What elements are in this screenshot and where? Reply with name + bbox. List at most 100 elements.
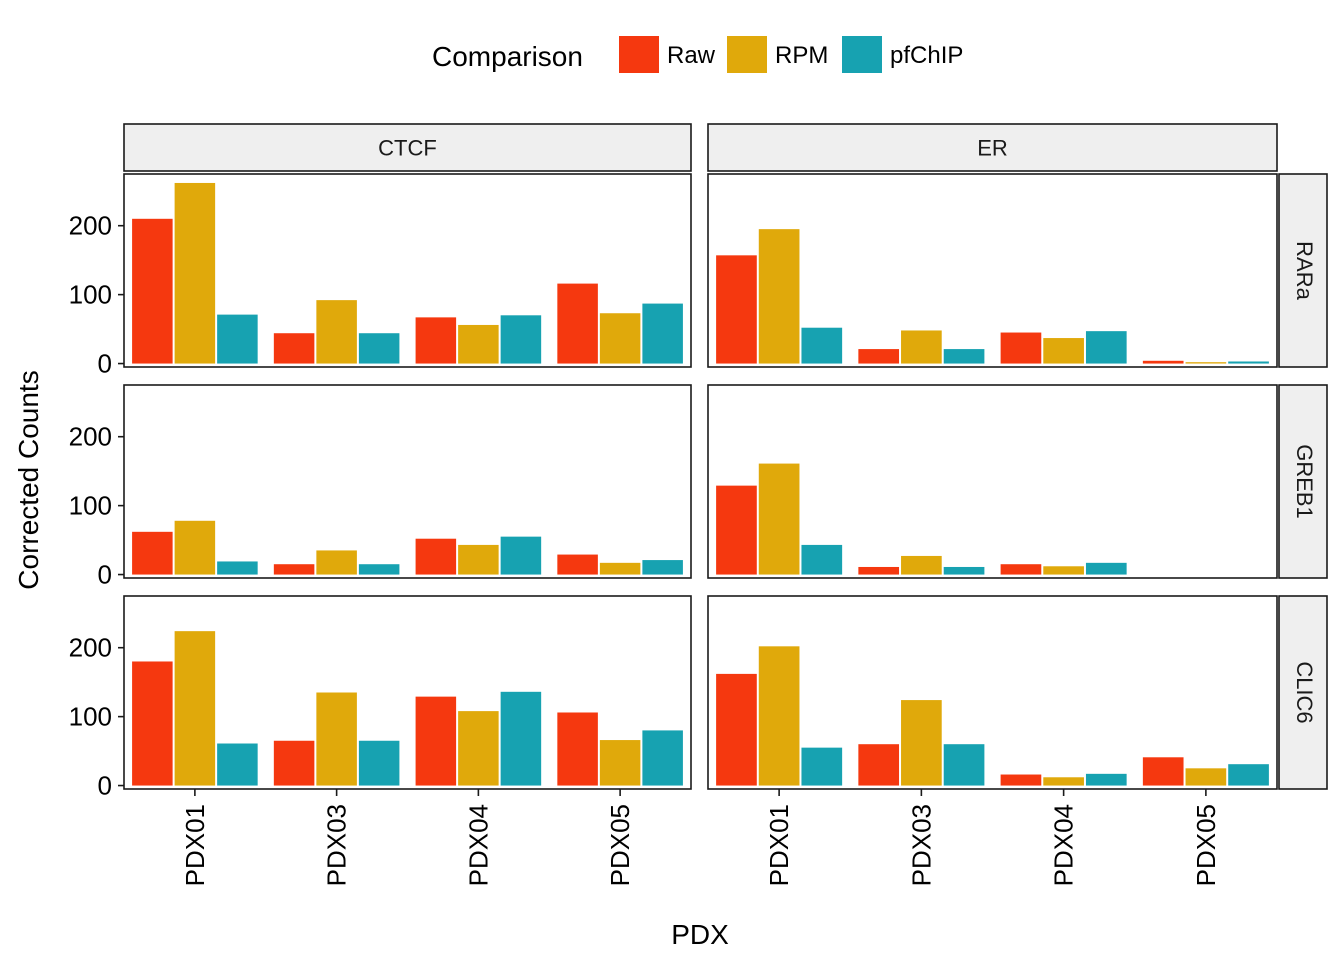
bar-pfchip-pdx04 <box>500 691 542 786</box>
bar-raw-pdx04 <box>1000 332 1042 364</box>
x-tick-label-pdx04: PDX04 <box>1049 804 1079 886</box>
x-axis-title: PDX <box>671 919 729 950</box>
legend-swatch-pfchip <box>842 36 882 73</box>
strip-label-ctcf: CTCF <box>378 136 437 161</box>
bar-pfchip-pdx01 <box>217 314 258 364</box>
panel-ctcf-clic6 <box>123 595 692 790</box>
column-strips: CTCF ER <box>123 123 1278 172</box>
bar-pfchip-pdx01 <box>801 747 843 786</box>
row-strips: RARa GREB1 CLIC6 <box>1278 173 1328 790</box>
bar-rpm-pdx03 <box>316 300 357 364</box>
strip-greb1 <box>1278 384 1328 579</box>
bar-pfchip-pdx03 <box>358 333 400 364</box>
bar-rpm-pdx01 <box>758 229 800 364</box>
x-tick-label-pdx01: PDX01 <box>180 804 210 886</box>
bar-rpm-pdx04 <box>1043 566 1084 575</box>
bar-raw-pdx03 <box>858 566 900 575</box>
strip-clic6 <box>1278 595 1328 790</box>
bar-rpm-pdx03 <box>901 330 942 364</box>
bar-rpm-pdx01 <box>174 520 216 575</box>
bar-raw-pdx05 <box>1142 360 1184 364</box>
bar-rpm-pdx01 <box>758 463 800 575</box>
panel-border <box>123 595 692 790</box>
legend-swatch-rpm <box>727 36 767 73</box>
strip-label-rara: RARa <box>1292 241 1317 300</box>
bar-pfchip-pdx01 <box>801 544 843 575</box>
bar-pfchip-pdx03 <box>943 566 985 575</box>
bar-pfchip-pdx01 <box>217 561 258 575</box>
panel-border <box>707 173 1278 368</box>
y-axis-title: Corrected Counts <box>13 370 44 589</box>
strip-label-greb1: GREB1 <box>1292 444 1317 519</box>
panel-background <box>124 385 691 578</box>
x-tick-label-pdx01: PDX01 <box>764 804 794 886</box>
y-tick-label: 0 <box>98 771 112 801</box>
bar-raw-pdx01 <box>716 485 757 575</box>
bar-pfchip-pdx04 <box>500 315 542 364</box>
bar-rpm-pdx05 <box>599 740 641 786</box>
bar-rpm-pdx04 <box>458 324 499 364</box>
bar-raw-pdx01 <box>132 218 173 364</box>
bar-raw-pdx05 <box>1142 757 1184 786</box>
strip-label-er: ER <box>977 136 1008 161</box>
bar-rpm-pdx03 <box>901 700 942 786</box>
x-tick-label-pdx03: PDX03 <box>906 804 936 886</box>
legend-label-pfchip: pfChIP <box>890 42 963 69</box>
y-axis-greb1: 0 100 200 <box>69 422 124 590</box>
bar-rpm-pdx03 <box>316 550 357 575</box>
y-axes: 0 100 200 0 100 200 0 100 200 <box>69 211 124 801</box>
legend-label-rpm: RPM <box>775 42 828 69</box>
bar-rpm-pdx01 <box>174 631 216 786</box>
bar-rpm-pdx05 <box>599 313 641 364</box>
bar-raw-pdx01 <box>132 661 173 786</box>
x-axes: PDX01 PDX03 PDX04 PDX05 PDX01 PDX03 PDX04 PDX05 <box>180 789 1221 886</box>
panels <box>123 173 1278 790</box>
panel-er-rara <box>707 173 1278 368</box>
legend-title: Comparison <box>432 41 583 72</box>
panel-border <box>707 595 1278 790</box>
x-axis-ctcf: PDX01 PDX03 PDX04 PDX05 <box>180 789 635 886</box>
bar-pfchip-pdx05 <box>642 730 683 786</box>
panel-ctcf-rara <box>123 173 692 368</box>
bar-pfchip-pdx01 <box>801 327 843 364</box>
strip-label-clic6: CLIC6 <box>1292 661 1317 723</box>
legend-swatch-raw <box>619 36 659 73</box>
bar-pfchip-pdx01 <box>217 743 258 786</box>
x-tick-label-pdx05: PDX05 <box>1191 804 1221 886</box>
bar-raw-pdx05 <box>557 712 598 786</box>
bar-raw-pdx04 <box>415 696 457 786</box>
y-axis-rara: 0 100 200 <box>69 211 124 379</box>
panel-border <box>707 384 1278 579</box>
x-tick-label-pdx04: PDX04 <box>463 804 493 886</box>
bar-rpm-pdx05 <box>1185 362 1227 364</box>
strip-er <box>707 123 1278 172</box>
y-tick-label: 100 <box>69 280 112 310</box>
y-tick-label: 0 <box>98 560 112 590</box>
y-axis-clic6: 0 100 200 <box>69 633 124 801</box>
x-tick-label-pdx05: PDX05 <box>605 804 635 886</box>
legend: Comparison Raw RPM pfChIP <box>432 36 963 73</box>
bar-rpm-pdx01 <box>758 646 800 786</box>
bar-rpm-pdx04 <box>458 544 499 575</box>
bar-raw-pdx05 <box>557 283 598 364</box>
bar-raw-pdx04 <box>1000 564 1042 575</box>
bar-raw-pdx01 <box>132 531 173 575</box>
panel-border <box>123 173 692 368</box>
bar-rpm-pdx03 <box>316 692 357 786</box>
bar-raw-pdx05 <box>557 554 598 575</box>
panel-er-greb1 <box>707 384 1278 579</box>
bar-pfchip-pdx04 <box>1085 562 1127 575</box>
bar-pfchip-pdx05 <box>642 560 683 575</box>
bar-raw-pdx03 <box>273 333 315 364</box>
bar-pfchip-pdx03 <box>943 349 985 364</box>
legend-label-raw: Raw <box>667 42 716 69</box>
bar-raw-pdx04 <box>415 538 457 575</box>
bar-raw-pdx01 <box>716 673 757 786</box>
bar-pfchip-pdx04 <box>1085 773 1127 786</box>
bar-raw-pdx03 <box>273 564 315 575</box>
bar-raw-pdx03 <box>858 349 900 364</box>
strip-rara <box>1278 173 1328 368</box>
x-axis-er: PDX01 PDX03 PDX04 PDX05 <box>764 789 1221 886</box>
bar-raw-pdx01 <box>716 255 757 364</box>
bar-raw-pdx03 <box>273 740 315 786</box>
